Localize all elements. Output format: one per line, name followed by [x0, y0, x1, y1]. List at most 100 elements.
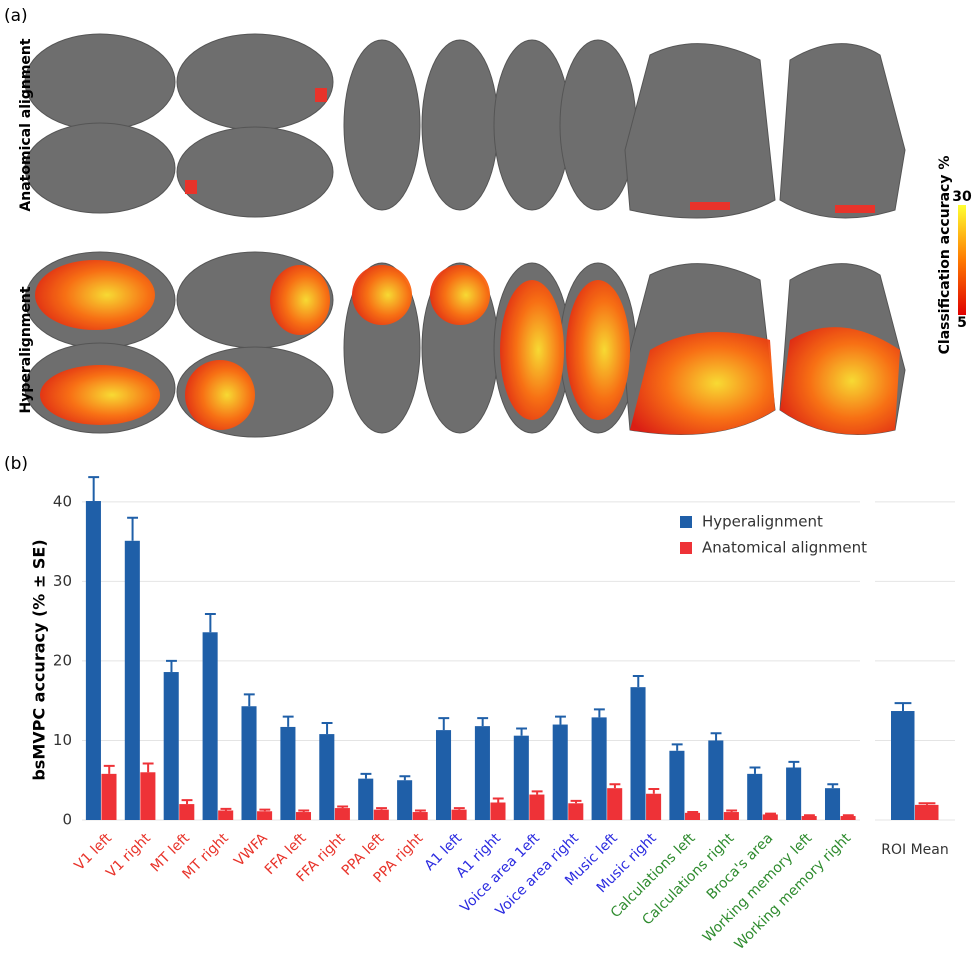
- bar: [451, 809, 467, 820]
- bar: [140, 772, 156, 820]
- error-bar: [710, 732, 722, 741]
- panel-label: (a): [4, 6, 28, 26]
- bar: [646, 793, 662, 820]
- bar: [397, 780, 413, 820]
- bar: [513, 735, 529, 820]
- bar: [669, 750, 685, 820]
- bar: [630, 687, 646, 820]
- y-tick-label: 20: [53, 651, 72, 669]
- error-bar: [243, 693, 255, 707]
- legend-swatch: [680, 516, 692, 528]
- error-bar: [803, 814, 815, 817]
- error-bar: [220, 807, 232, 811]
- legend-label: Hyperalignment: [702, 513, 823, 531]
- error-bar: [827, 783, 839, 789]
- bar: [529, 794, 545, 820]
- error-bar: [360, 772, 372, 779]
- bar: [101, 773, 117, 820]
- y-tick-label: 0: [62, 811, 72, 829]
- error-bar: [749, 766, 761, 774]
- bar: [840, 816, 856, 820]
- row-label: Hyperalignment: [18, 286, 34, 413]
- error-bar: [204, 612, 216, 633]
- error-bar: [376, 807, 387, 810]
- error-bar: [298, 809, 310, 813]
- error-bar: [477, 717, 489, 727]
- error-bar: [632, 675, 644, 688]
- bar: [163, 672, 179, 820]
- bar: [824, 788, 841, 820]
- legend-label: Anatomical alignment: [702, 539, 867, 557]
- error-bar: [570, 799, 582, 804]
- bar: [607, 788, 623, 820]
- colorbar-title: Classification accuracy %: [937, 156, 953, 355]
- error-bar: [399, 775, 411, 781]
- colorbar-tick-label: 5: [957, 315, 967, 331]
- y-axis-label: bsMVPC accuracy (% ± SE): [30, 539, 49, 780]
- bar: [257, 811, 273, 820]
- error-bar: [166, 659, 177, 673]
- bar: [202, 632, 218, 820]
- bar: [334, 808, 350, 820]
- bar: [762, 814, 778, 820]
- y-tick-label: 30: [53, 572, 72, 590]
- error-bar: [181, 799, 193, 805]
- error-bar: [726, 809, 738, 813]
- bar: [218, 810, 234, 820]
- error-bar: [894, 702, 912, 712]
- brain-images: [24, 33, 906, 438]
- bar: [568, 803, 584, 820]
- error-bar: [414, 809, 426, 813]
- error-bar: [438, 717, 450, 731]
- error-bar: [453, 807, 465, 810]
- error-bar: [321, 721, 333, 735]
- panel-label: (b): [4, 454, 28, 474]
- error-bar: [127, 516, 139, 541]
- error-bar: [103, 764, 115, 774]
- error-bar: [88, 476, 100, 502]
- bar: [358, 778, 374, 820]
- bar: [474, 726, 490, 820]
- error-bar: [609, 783, 621, 789]
- error-bar: [531, 790, 543, 795]
- error-bar: [687, 811, 699, 814]
- bar: [891, 711, 915, 820]
- error-bar: [788, 760, 800, 768]
- row-label: Anatomical alignment: [18, 38, 34, 211]
- error-bar: [259, 808, 271, 812]
- bar: [747, 773, 763, 820]
- colorbar-tick-label: 30: [952, 189, 972, 205]
- error-bar: [842, 814, 854, 817]
- error-bar: [516, 727, 528, 736]
- bar: [552, 724, 568, 820]
- error-bar: [142, 762, 154, 773]
- bar: [241, 706, 257, 820]
- y-tick-label: 10: [53, 731, 72, 749]
- bar: [412, 812, 428, 820]
- error-bar: [593, 708, 605, 718]
- error-bar: [671, 743, 683, 751]
- bar: [786, 767, 802, 820]
- x-tick-label: ROI Mean: [881, 842, 948, 858]
- bar: [723, 812, 739, 820]
- bar: [179, 804, 195, 820]
- bar: [490, 802, 506, 820]
- bar: [591, 717, 607, 820]
- y-tick-label: 40: [53, 492, 72, 510]
- error-bar: [555, 715, 566, 725]
- bar: [801, 816, 817, 820]
- bar: [435, 730, 452, 820]
- error-bar: [282, 715, 294, 727]
- legend-swatch: [680, 542, 692, 554]
- bar: [684, 812, 701, 820]
- bar: [915, 804, 939, 820]
- bar: [124, 540, 140, 820]
- colorbar: [958, 205, 966, 315]
- bar: [708, 740, 724, 820]
- error-bar: [918, 802, 936, 805]
- bar: [295, 812, 312, 820]
- error-bar: [337, 805, 349, 809]
- error-bar: [492, 797, 504, 803]
